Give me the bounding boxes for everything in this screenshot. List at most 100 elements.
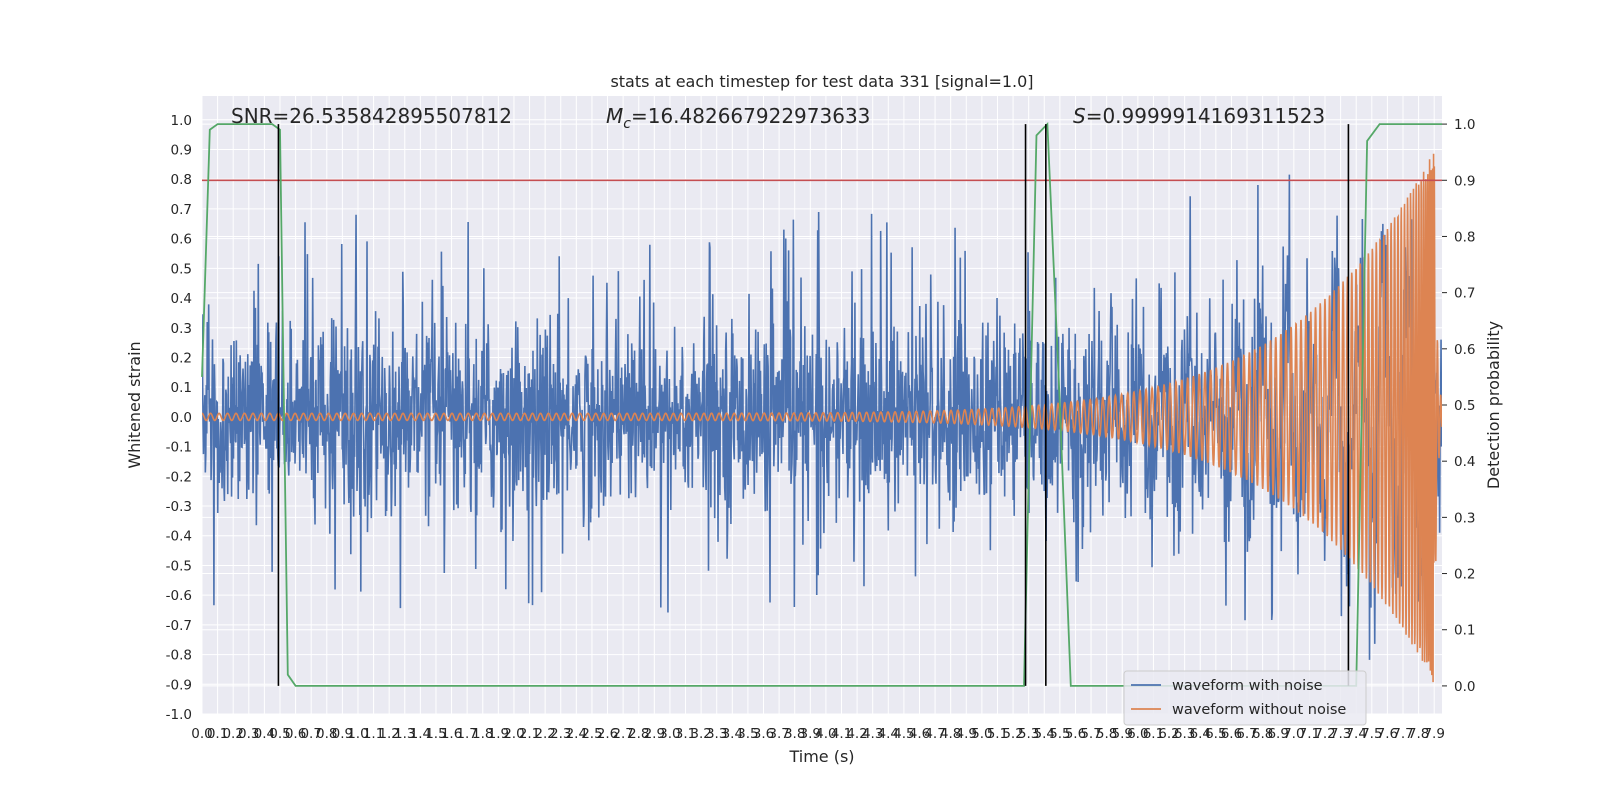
y-tick-label: -0.4	[166, 529, 192, 545]
x-tick-label: 4.0	[815, 726, 836, 742]
x-tick-label: 5.0	[971, 726, 992, 742]
x-tick-label: 2.1	[519, 726, 540, 742]
y-tick-label: -0.9	[166, 677, 192, 693]
x-tick-label: 6.6	[1221, 726, 1242, 742]
x-tick-label: 4.3	[862, 726, 883, 742]
y2-tick-label: 0.8	[1454, 229, 1475, 245]
x-tick-label: 6.1	[1143, 726, 1164, 742]
x-tick-label: 0.2	[222, 726, 243, 742]
x-tick-label: 3.6	[753, 726, 774, 742]
x-tick-label: 4.7	[924, 726, 945, 742]
x-tick-label: 2.3	[550, 726, 571, 742]
y-tick-label: 0.2	[171, 350, 192, 366]
x-tick-label: 1.6	[441, 726, 462, 742]
x-tick-label: 3.8	[784, 726, 805, 742]
x-tick-label: 7.4	[1345, 726, 1366, 742]
x-tick-label: 2.5	[581, 726, 602, 742]
y-tick-label: 0.5	[171, 261, 192, 277]
x-tick-label: 4.6	[909, 726, 930, 742]
mc-symbol: M	[606, 104, 623, 128]
x-axis-label: Time (s)	[788, 747, 854, 766]
x-tick-label: 2.2	[534, 726, 555, 742]
y2-tick-label: 0.7	[1454, 286, 1475, 302]
x-tick-label: 1.5	[425, 726, 446, 742]
x-tick-label: 3.3	[706, 726, 727, 742]
mc-subscript: c	[623, 116, 631, 132]
x-tick-label: 6.2	[1158, 726, 1179, 742]
x-tick-label: 5.9	[1112, 726, 1133, 742]
x-tick-label: 7.9	[1423, 726, 1444, 742]
x-tick-label: 6.9	[1267, 726, 1288, 742]
x-tick-label: 1.9	[488, 726, 509, 742]
x-tick-label: 2.9	[644, 726, 665, 742]
x-tick-label: 2.8	[628, 726, 649, 742]
x-tick-label: 4.5	[893, 726, 914, 742]
x-tick-label: 4.1	[831, 726, 852, 742]
x-tick-label: 6.8	[1252, 726, 1273, 742]
x-tick-label: 3.5	[737, 726, 758, 742]
x-tick-label: 6.7	[1236, 726, 1257, 742]
y-tick-label: -0.2	[166, 469, 192, 485]
y-tick-label: 0.0	[171, 410, 192, 426]
x-tick-label: 1.2	[378, 726, 399, 742]
x-tick-label: 7.1	[1299, 726, 1320, 742]
y2-tick-label: 0.4	[1454, 454, 1475, 470]
x-tick-label: 0.5	[269, 726, 290, 742]
x-tick-label: 1.1	[363, 726, 384, 742]
s-annotation: S=0.9999914169311523	[1073, 104, 1325, 128]
x-tick-label: 2.6	[597, 726, 618, 742]
x-tick-label: 5.1	[987, 726, 1008, 742]
series-detection-probability	[201, 121, 1442, 687]
y-tick-label: -0.1	[166, 440, 192, 456]
x-tick-label: 6.0	[1127, 726, 1148, 742]
x-tick-label: 1.0	[347, 726, 368, 742]
x-tick-label: 1.4	[410, 726, 431, 742]
y2-tick-label: 0.3	[1454, 510, 1475, 526]
x-tick-label: 0.9	[332, 726, 353, 742]
x-tick-label: 6.3	[1174, 726, 1195, 742]
x-tick-label: 0.4	[254, 726, 275, 742]
y-tick-label: 0.6	[171, 232, 192, 248]
x-tick-label: 2.0	[503, 726, 524, 742]
y-tick-label: -0.5	[166, 558, 192, 574]
y2-tick-label: 0.9	[1454, 173, 1475, 189]
x-tick-label: 5.7	[1080, 726, 1101, 742]
y-tick-label: 0.1	[171, 380, 192, 396]
x-tick-label: 1.8	[472, 726, 493, 742]
y-tick-labels: -1.0 -0.9 -0.8 -0.7 -0.6 -0.5 -0.4 -0.3 -0.2 -0.1…	[166, 113, 192, 723]
y2-tick-label: 0.0	[1454, 679, 1475, 695]
x-tick-label: 5.4	[1034, 726, 1055, 742]
x-tick-label: 3.7	[768, 726, 789, 742]
x-tick-label: 0.6	[285, 726, 306, 742]
x-tick-label: 6.4	[1189, 726, 1210, 742]
x-tick-label: 5.6	[1065, 726, 1086, 742]
y2-tick-label: 1.0	[1454, 117, 1475, 133]
y-tick-label: -0.7	[166, 618, 192, 634]
x-tick-label: 3.9	[800, 726, 821, 742]
y-tick-label: 0.7	[171, 202, 192, 218]
y-tick-label: 0.9	[171, 142, 192, 158]
snr-annotation: SNR=26.535842895507812	[231, 104, 512, 128]
legend-label-noise: waveform with noise	[1172, 678, 1323, 694]
x-tick-label: 4.4	[878, 726, 899, 742]
x-tick-label: 3.1	[675, 726, 696, 742]
x-tick-label: 7.7	[1392, 726, 1413, 742]
y2-tick-label: 0.6	[1454, 342, 1475, 358]
y-tick-label: 0.3	[171, 321, 192, 337]
y-tick-label: -1.0	[166, 707, 192, 723]
legend: waveform with noise waveform without noi…	[1123, 670, 1367, 726]
x-tick-label: 0.8	[316, 726, 337, 742]
s-value: =0.9999914169311523	[1086, 104, 1325, 128]
x-tick-label: 5.8	[1096, 726, 1117, 742]
x-tick-label: 5.5	[1049, 726, 1070, 742]
legend-label-clean: waveform without noise	[1172, 702, 1346, 718]
s-symbol: S	[1073, 104, 1086, 128]
x-tick-label: 0.1	[207, 726, 228, 742]
x-tick-label: 7.2	[1314, 726, 1335, 742]
x-tick-label: 1.7	[456, 726, 477, 742]
y-tick-label: -0.8	[166, 648, 192, 664]
y-tick-label: 0.8	[171, 172, 192, 188]
series-waveform-with-noise	[202, 174, 1442, 660]
x-tick-labels: 0.00.10.20.30.40.50.60.70.80.91.01.11.21…	[191, 726, 1445, 742]
marks-layer	[201, 121, 1442, 687]
